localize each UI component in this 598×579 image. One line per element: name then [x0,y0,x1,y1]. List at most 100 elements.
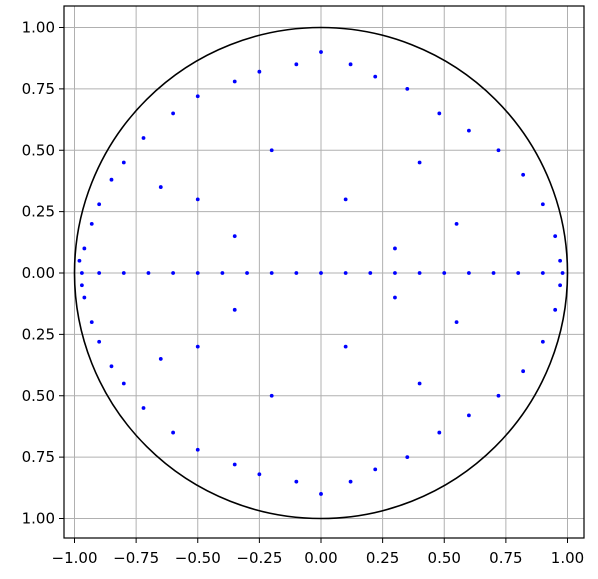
scatter-points [77,50,565,496]
data-point [560,271,565,275]
data-point [269,148,274,153]
data-point [79,283,84,288]
data-point [82,295,87,300]
data-point [521,172,526,177]
data-point [195,447,200,452]
x-tick-label: 0.00 [304,549,337,567]
data-point [232,307,237,312]
data-point [220,271,225,275]
data-point [343,271,348,275]
data-point [553,234,558,239]
y-tick-labels: 1.00 0.75 0.50 0.25 0.00 0.25 0.50 0.75 1.00 [22,19,55,528]
x-tick-label: −1.00 [52,549,98,567]
data-point [491,271,496,275]
data-point [348,62,353,67]
data-point [97,202,102,207]
data-point [146,271,151,275]
x-tick-label: −0.75 [113,549,159,567]
data-point [540,202,545,207]
data-point [393,246,397,251]
data-point [348,479,353,484]
data-point [343,344,348,349]
data-point [121,381,126,386]
data-point [553,307,558,312]
data-point [195,94,200,99]
data-point [89,320,94,324]
reference-circle-layer [73,26,569,520]
x-tick-label: 0.50 [428,549,461,567]
data-point [195,197,200,202]
y-tick-label: 0.25 [22,325,55,343]
data-point [417,271,422,275]
data-point [393,271,397,275]
data-point [540,271,545,275]
data-point [437,430,442,435]
data-point [269,393,274,398]
data-point [195,344,200,349]
y-tick-label: 0.00 [22,264,55,282]
data-point [82,246,87,251]
data-point [97,271,102,275]
data-point [121,160,126,165]
data-point [368,271,373,275]
data-point [171,111,176,116]
data-point [77,258,82,263]
x-tick-label: 0.25 [366,549,399,567]
data-point [496,393,501,398]
data-point [121,271,126,275]
data-point [319,271,323,275]
data-point [516,271,521,275]
y-tick-label: 1.00 [22,19,55,37]
x-tick-label: 1.00 [551,549,584,567]
data-point [319,492,323,496]
data-point [454,320,459,324]
data-point [294,479,299,484]
y-tick-label: 0.50 [22,141,55,159]
data-point [89,222,94,226]
data-point [269,271,274,275]
data-point [141,136,146,140]
data-point [294,271,299,275]
y-tick-label: 0.50 [22,387,55,405]
x-tick-label: −0.50 [175,549,221,567]
x-tick-label: −0.25 [236,549,282,567]
data-point [558,283,563,288]
data-point [558,258,563,263]
data-point [467,128,471,133]
data-point [437,111,442,116]
y-tick-label: 0.75 [22,80,55,98]
data-point [417,160,422,165]
data-point [79,271,84,275]
data-point [245,271,249,275]
data-point [319,50,323,54]
data-point [171,271,176,275]
data-point [405,455,410,460]
data-point [496,148,501,153]
data-point [540,339,545,344]
data-point [195,271,200,275]
y-tick-label: 0.25 [22,203,55,221]
data-point [294,62,299,67]
data-point [417,381,422,386]
data-point [158,185,163,189]
data-point [521,369,526,374]
plot-frame [63,5,585,539]
data-point [232,79,237,84]
unit-circle [73,26,569,520]
data-point [343,197,348,202]
data-point [373,74,378,79]
data-point [171,430,176,435]
data-point [454,222,459,226]
data-point [257,472,262,477]
y-tick-label: 0.75 [22,448,55,466]
data-point [109,364,114,369]
data-point [373,467,378,472]
grid-lines [64,6,584,538]
data-point [109,177,114,182]
data-point [232,234,237,239]
data-point [393,295,397,300]
x-tick-label: 0.75 [489,549,522,567]
axes [59,5,585,543]
data-point [467,413,471,418]
